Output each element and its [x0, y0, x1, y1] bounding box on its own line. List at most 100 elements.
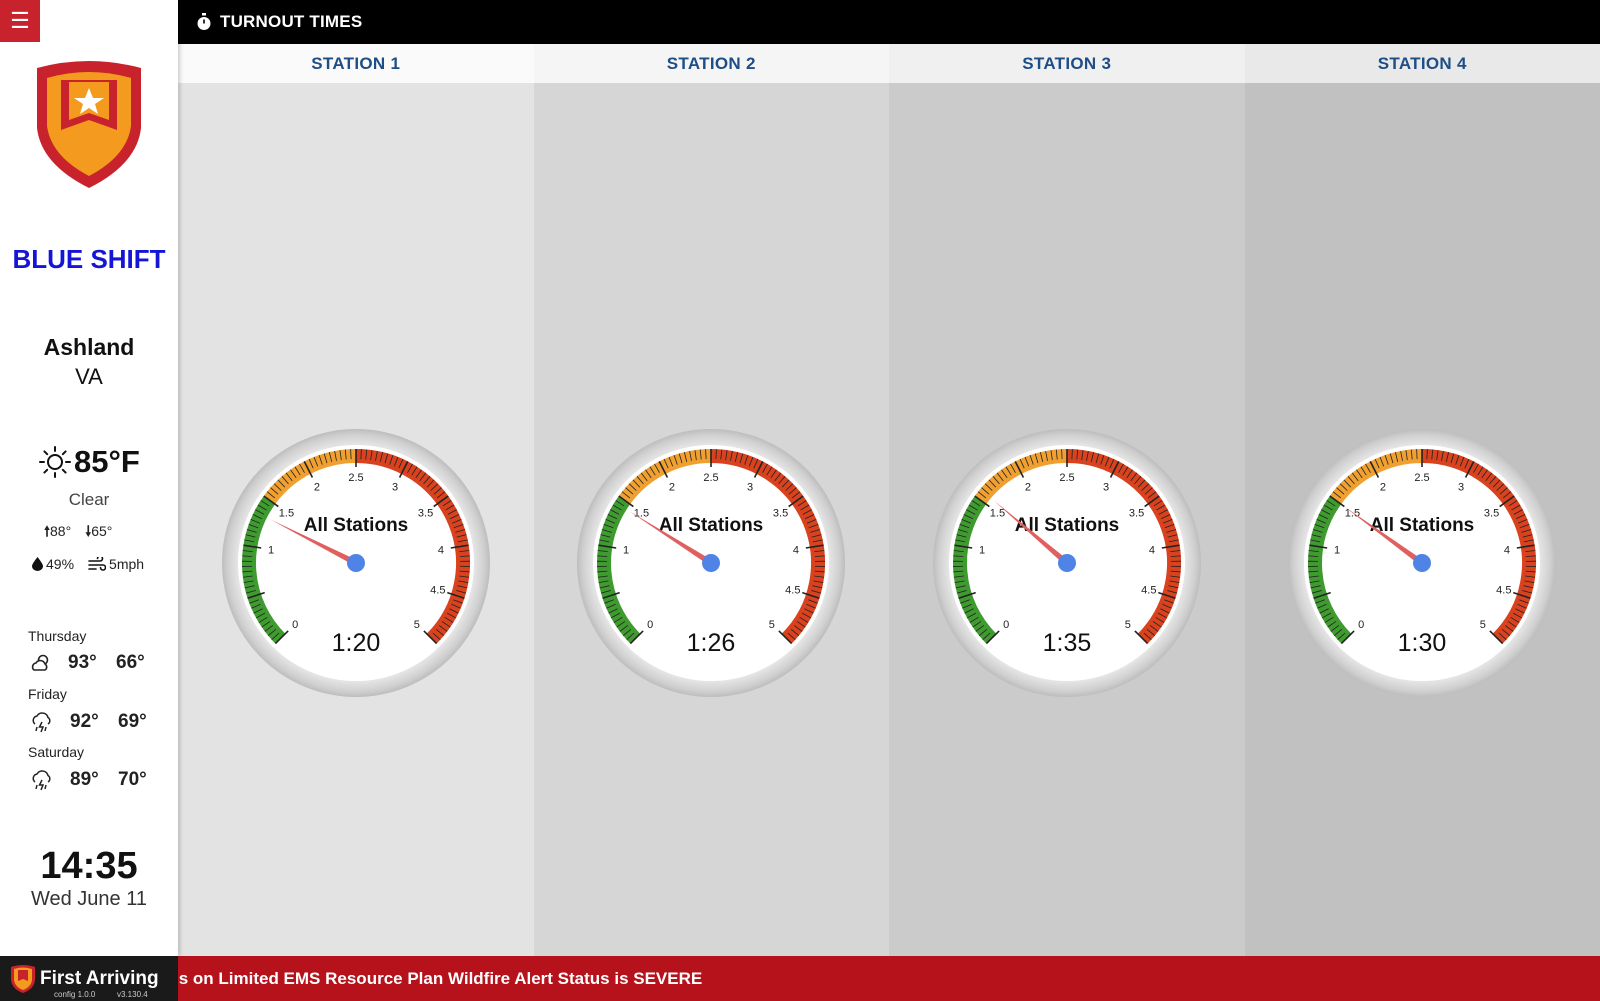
gauge-tick — [1308, 570, 1319, 573]
gauge-tick — [1308, 550, 1319, 552]
gauge-tick — [281, 476, 289, 485]
gauge-tick — [984, 483, 993, 491]
gauge-tick — [1503, 491, 1512, 499]
gauge-tick — [1513, 591, 1531, 599]
station-name-2[interactable]: STATION 2 — [533, 44, 889, 83]
gauge-tick — [654, 463, 661, 473]
wind-value: 5mph — [109, 556, 145, 572]
gauge-svg: 0 1 1.5 2 2.5 3 3.5 4 4.5 5 All Stations 1:30 — [1288, 429, 1557, 697]
gauge-tick — [411, 466, 418, 476]
forecast-row-2: 92° 69° — [30, 710, 147, 734]
gauge-tick — [602, 591, 621, 599]
gauge-tick — [996, 472, 1004, 482]
gauge-tick-label: 0 — [647, 619, 653, 631]
gauge-tick — [1473, 463, 1480, 473]
gauge-tick — [1411, 449, 1413, 460]
gauge-tick — [1034, 453, 1039, 464]
gauge-tick — [1126, 469, 1133, 479]
clock-time: 14:35 — [40, 845, 138, 887]
gauge-tick — [263, 495, 279, 508]
gauge-tick — [956, 534, 967, 538]
gauge-tick — [457, 585, 468, 589]
gauge-tick — [982, 632, 991, 641]
gauge-needle — [993, 500, 1069, 566]
gauge-tick — [1309, 580, 1320, 583]
gauge-svg: 0 1 1.5 2 2.5 3 3.5 4 4.5 5 All Stations 1:35 — [932, 429, 1201, 697]
gauge-tick — [455, 590, 466, 594]
gauge-tick — [1157, 612, 1167, 619]
station-body-3: 0 1 1.5 2 2.5 3 3.5 4 4.5 5 All Stations 1:35 — [889, 83, 1245, 956]
clock-date: Wed June 11 — [30, 888, 147, 910]
gauge-tick — [247, 591, 265, 599]
gauge-tick — [963, 514, 973, 520]
gauge-tick — [1518, 519, 1528, 524]
hamburger-menu-icon[interactable]: ☰ — [0, 0, 40, 42]
gauge-tick — [447, 509, 457, 515]
alert-ticker: First Arriving config 1.0.0 v3.130.4 ıs … — [0, 956, 1600, 1001]
gauge-tick — [735, 452, 739, 462]
brand-name: First Arriving — [40, 967, 159, 989]
gauge-tick — [953, 550, 964, 552]
gauge-tick — [1517, 603, 1528, 609]
gauge-tick-label: 3.5 — [773, 507, 788, 519]
gauge-tick-label: 3.5 — [1484, 507, 1499, 519]
gauge-title: All Stations — [659, 515, 764, 536]
gauge-tick — [1310, 585, 1321, 589]
gauge-tick — [961, 519, 971, 524]
gauge-tick — [1153, 500, 1163, 507]
gauge-tick — [630, 630, 644, 645]
gauge-tick — [245, 590, 256, 594]
gauge-title: All Stations — [303, 515, 408, 536]
gauge-tick-label: 2.5 — [704, 472, 719, 484]
gauge-tick — [1162, 603, 1172, 609]
gauge-tick — [778, 476, 786, 485]
humidity-wind: 49% 5mph — [32, 556, 144, 572]
station-body-4: 0 1 1.5 2 2.5 3 3.5 4 4.5 5 All Stations 1:30 — [1244, 83, 1600, 956]
gauge-tick — [603, 524, 614, 529]
gauge-tick — [1314, 524, 1325, 529]
gauge-tick — [1502, 628, 1511, 636]
station-body-2: 0 1 1.5 2 2.5 3 3.5 4 4.5 5 All Stations 1:26 — [533, 83, 889, 956]
gauge-tick — [1485, 472, 1493, 482]
gauge-tick — [1100, 455, 1105, 465]
gauge-tick — [1519, 599, 1530, 604]
station-name-4[interactable]: STATION 4 — [1244, 44, 1600, 83]
first-arriving-shield-icon — [11, 964, 35, 993]
gauge-tick — [658, 461, 669, 478]
gauge-tick — [1525, 550, 1536, 552]
sidebar: BLUE SHIFT Ashland VA 85°F Clear 🠕88° 🠗6… — [0, 0, 178, 956]
gauge-tick — [245, 534, 256, 538]
gauge-tick — [641, 472, 648, 482]
gauge-tick — [444, 616, 454, 623]
gauge-tick — [1523, 585, 1534, 589]
station-name-3[interactable]: STATION 3 — [889, 44, 1245, 83]
gauge-hub — [1057, 554, 1076, 572]
gauge-tick — [813, 580, 824, 583]
gauge-tick — [1347, 476, 1356, 485]
gauge-tick — [406, 463, 413, 473]
gauge-tick — [1162, 519, 1173, 524]
gauge-tick-label: 3 — [1458, 481, 1464, 493]
gauge-tick — [1526, 555, 1537, 557]
gauge-tick — [1152, 621, 1162, 628]
gauge-tick — [1327, 621, 1337, 628]
gauge-tick — [808, 524, 819, 529]
gauge-tick — [438, 625, 448, 632]
gauge-tick — [242, 570, 253, 573]
gauge-tick — [1499, 495, 1515, 508]
gauge-tick — [602, 529, 612, 533]
gauge-tick — [969, 616, 979, 623]
gauge-tick — [1024, 456, 1029, 467]
gauge-tick — [1496, 483, 1505, 491]
gauge-tick — [598, 544, 617, 549]
gauge-tick — [623, 628, 632, 636]
station-name-1[interactable]: STATION 1 — [178, 44, 534, 83]
gauge-tick — [720, 449, 723, 460]
gauge-tick — [1395, 452, 1399, 462]
gauge-tick — [1143, 632, 1152, 641]
gauge-tick — [955, 539, 965, 543]
gauge-tick — [252, 514, 262, 520]
gauge-tick — [1170, 555, 1181, 557]
gauge-tick — [810, 529, 821, 533]
gauge-tick — [1167, 534, 1178, 538]
